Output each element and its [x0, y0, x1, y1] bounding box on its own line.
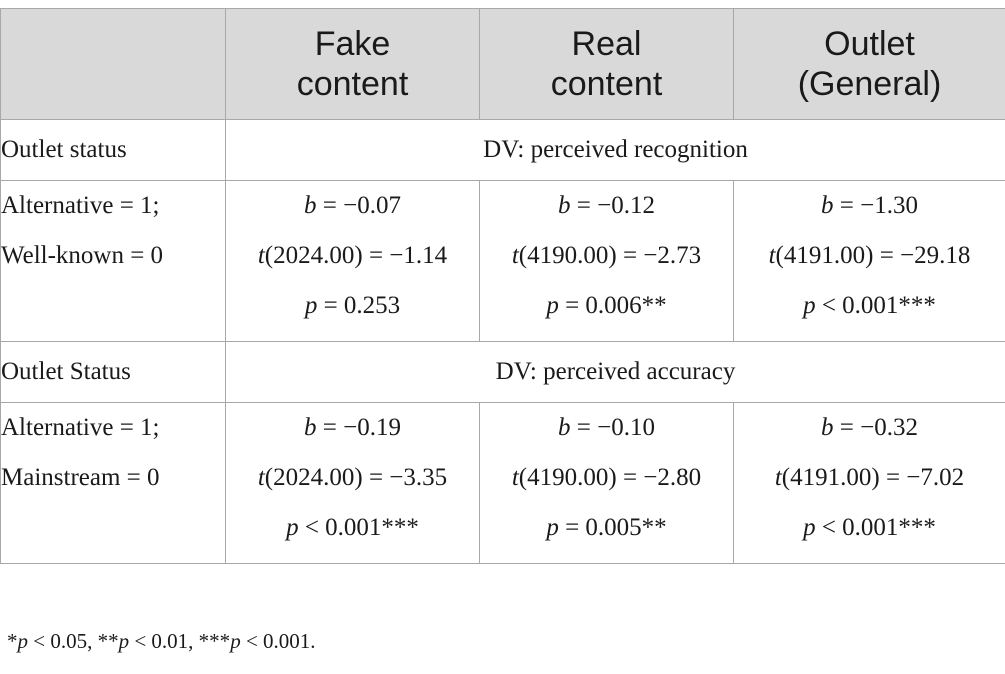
header-fake-content: Fake content — [225, 8, 480, 120]
header-line: content — [296, 65, 409, 103]
stat-cell: b = −0.12 t(4190.00) = −2.73 p = 0.006** — [479, 180, 734, 342]
section-row: Outlet Status DV: perceived accuracy — [0, 341, 1005, 403]
header-real-content: Real content — [479, 8, 734, 120]
t-statistic-line: t(4190.00) = −2.73 — [511, 242, 702, 269]
t-statistic-line: t(2024.00) = −3.35 — [257, 464, 448, 491]
p-value-line: p = 0.005** — [546, 514, 667, 541]
header-line: Outlet — [824, 25, 915, 63]
header-corner-cell — [0, 8, 226, 120]
section-row: Outlet status DV: perceived recognition — [0, 119, 1005, 181]
results-table: Fake content Real content Outlet (Genera… — [0, 8, 1005, 564]
p-value-line: p < 0.001*** — [803, 514, 936, 541]
stat-cell: b = −0.10 t(4190.00) = −2.80 p = 0.005** — [479, 402, 734, 564]
table-row: Alternative = 1; Well-known = 0 b = −0.0… — [0, 180, 1005, 342]
table-row: Alternative = 1; Mainstream = 0 b = −0.1… — [0, 402, 1005, 564]
dependent-variable-label: DV: perceived recognition — [225, 119, 1005, 181]
p-value-line: p < 0.001*** — [803, 292, 936, 319]
section-label: Outlet Status — [0, 341, 226, 403]
stat-cell: b = −0.32 t(4191.00) = −7.02 p < 0.001**… — [733, 402, 1005, 564]
row-label-line: Alternative = 1; — [1, 192, 160, 219]
header-outlet-general: Outlet (General) — [733, 8, 1005, 120]
dependent-variable-label: DV: perceived accuracy — [225, 341, 1005, 403]
coefficient-line: b = −1.30 — [821, 192, 918, 219]
stat-cell: b = −1.30 t(4191.00) = −29.18 p < 0.001*… — [733, 180, 1005, 342]
section-label: Outlet status — [0, 119, 226, 181]
coefficient-line: b = −0.10 — [558, 414, 655, 441]
t-statistic-line: t(4190.00) = −2.80 — [511, 464, 702, 491]
coefficient-line: b = −0.19 — [304, 414, 401, 441]
t-statistic-line: t(2024.00) = −1.14 — [257, 242, 448, 269]
stat-cell: b = −0.19 t(2024.00) = −3.35 p < 0.001**… — [225, 402, 480, 564]
header-line: Real — [571, 25, 642, 63]
t-statistic-line: t(4191.00) = −29.18 — [768, 242, 971, 269]
p-value-line: p < 0.001*** — [286, 514, 419, 541]
row-label-line: Mainstream = 0 — [1, 464, 160, 491]
table-footnote: *p < 0.05, **p < 0.01, ***p < 0.001. — [7, 629, 316, 653]
coefficient-line: b = −0.32 — [821, 414, 918, 441]
header-line: content — [550, 65, 663, 103]
coefficient-line: b = −0.07 — [304, 192, 401, 219]
header-line: Fake — [314, 25, 391, 63]
header-line: (General) — [797, 65, 942, 103]
row-label-line: Alternative = 1; — [1, 414, 160, 441]
row-label: Alternative = 1; Mainstream = 0 — [0, 402, 226, 564]
row-label: Alternative = 1; Well-known = 0 — [0, 180, 226, 342]
header-row: Fake content Real content Outlet (Genera… — [0, 8, 1005, 120]
stat-cell: b = −0.07 t(2024.00) = −1.14 p = 0.253 — [225, 180, 480, 342]
row-label-line: Well-known = 0 — [1, 242, 164, 269]
t-statistic-line: t(4191.00) = −7.02 — [774, 464, 965, 491]
p-value-line: p = 0.253 — [304, 292, 401, 319]
coefficient-line: b = −0.12 — [558, 192, 655, 219]
p-value-line: p = 0.006** — [546, 292, 667, 319]
